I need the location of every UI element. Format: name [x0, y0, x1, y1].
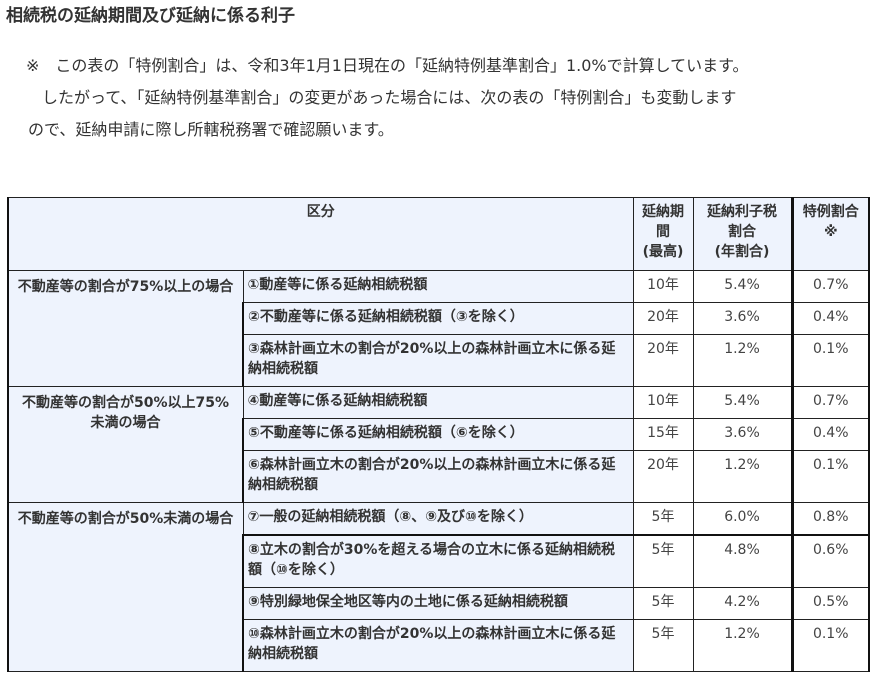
deferral-rate-table: 区分 延納期 間 (最高) 延納利子税 割合 (年割合) 特例割合 ※ 不動産等… — [7, 197, 870, 672]
header-special-line: ※ — [823, 224, 838, 240]
category-cell: 不動産等の割合が50%未満の場合 — [7, 502, 244, 672]
period-cell: 15年 — [632, 418, 694, 451]
special-cell: 0.1% — [790, 334, 870, 387]
period-cell: 5年 — [632, 534, 694, 588]
interest-cell: 1.2% — [692, 334, 793, 387]
header-period-line: 延納期 — [642, 204, 684, 220]
item-cell: ⑩森林計画立木の割合が20%以上の森林計画立木に係る延納相続税額 — [242, 619, 634, 672]
table-header-row: 区分 延納期 間 (最高) 延納利子税 割合 (年割合) 特例割合 ※ — [7, 197, 870, 271]
interest-cell: 4.8% — [692, 534, 793, 588]
interest-cell: 3.6% — [692, 302, 793, 335]
item-cell: ⑧立木の割合が30%を超える場合の立木に係る延納相続税額（⑩を除く） — [242, 534, 634, 588]
period-cell: 5年 — [632, 619, 694, 672]
interest-cell: 1.2% — [692, 450, 793, 503]
item-cell: ②不動産等に係る延納相続税額（③を除く） — [242, 302, 634, 335]
table-row: ⑥森林計画立木の割合が20%以上の森林計画立木に係る延納相続税額 20年 1.2… — [8, 450, 870, 503]
interest-cell: 4.2% — [692, 587, 793, 620]
page-title: 相続税の延納期間及び延納に係る利子 — [6, 6, 295, 26]
note-line-3: ので、延納申請に際し所轄税務署で確認願います。 — [28, 120, 394, 139]
header-special-line: 特例割合 — [802, 204, 859, 220]
period-cell: 20年 — [632, 334, 694, 387]
table-row: ⑤不動産等に係る延納相続税額（⑥を除く） 15年 3.6% 0.4% — [8, 418, 870, 451]
note-line-2: したがって、「延納特例基準割合」の変更があった場合には、次の表の「特例割合」も変… — [42, 88, 737, 107]
interest-cell: 5.4% — [692, 386, 793, 419]
item-cell: ⑨特別緑地保全地区等内の土地に係る延納相続税額 — [242, 587, 634, 620]
header-period: 延納期 間 (最高) — [632, 197, 694, 271]
table-row: 不動産等の割合が50%以上75%未満の場合 ④動産等に係る延納相続税額 10年 … — [7, 386, 870, 503]
header-period-line: 間 — [656, 224, 670, 240]
interest-cell: 1.2% — [692, 619, 793, 672]
period-cell: 5年 — [632, 587, 694, 620]
header-special: 特例割合 ※ — [790, 197, 870, 271]
item-cell: ⑤不動産等に係る延納相続税額（⑥を除く） — [242, 418, 634, 451]
special-cell: 0.8% — [790, 502, 870, 536]
item-cell: ⑥森林計画立木の割合が20%以上の森林計画立木に係る延納相続税額 — [242, 450, 634, 503]
period-cell: 5年 — [632, 502, 694, 536]
interest-cell: 6.0% — [692, 502, 793, 536]
header-interest: 延納利子税 割合 (年割合) — [692, 197, 793, 271]
table-row: ⑧立木の割合が30%を超える場合の立木に係る延納相続税額（⑩を除く） 5年 4.… — [8, 534, 870, 588]
table-row: ③森林計画立木の割合が20%以上の森林計画立木に係る延納相続税額 20年 1.2… — [8, 334, 870, 387]
period-cell: 20年 — [632, 302, 694, 335]
special-cell: 0.7% — [790, 270, 870, 303]
note-line-1: ※ この表の「特例割合」は、令和3年1月1日現在の「延納特例基準割合」1.0%で… — [26, 56, 749, 75]
table-row: ⑨特別緑地保全地区等内の土地に係る延納相続税額 5年 4.2% 0.5% — [8, 587, 870, 620]
header-interest-line: (年割合) — [714, 244, 770, 260]
header-interest-line: 延納利子税 — [707, 204, 777, 220]
special-cell: 0.6% — [790, 534, 870, 588]
item-cell: ③森林計画立木の割合が20%以上の森林計画立木に係る延納相続税額 — [242, 334, 634, 387]
interest-cell: 5.4% — [692, 270, 793, 303]
special-cell: 0.4% — [790, 418, 870, 451]
special-cell: 0.1% — [790, 450, 870, 503]
special-cell: 0.1% — [790, 619, 870, 672]
header-period-line: (最高) — [642, 244, 684, 260]
interest-cell: 3.6% — [692, 418, 793, 451]
period-cell: 10年 — [632, 270, 694, 303]
category-cell: 不動産等の割合が50%以上75%未満の場合 — [7, 386, 244, 503]
category-cell: 不動産等の割合が75%以上の場合 — [7, 270, 244, 387]
period-cell: 20年 — [632, 450, 694, 503]
table-row: 不動産等の割合が50%未満の場合 ⑦一般の延納相続税額（⑧、⑨及び⑩を除く） 5… — [7, 502, 870, 672]
item-cell: ④動産等に係る延納相続税額 — [242, 386, 634, 419]
special-cell: 0.5% — [790, 587, 870, 620]
special-cell: 0.4% — [790, 302, 870, 335]
header-category: 区分 — [7, 197, 634, 271]
table-row: ②不動産等に係る延納相続税額（③を除く） 20年 3.6% 0.4% — [8, 302, 870, 335]
header-interest-line: 割合 — [728, 224, 756, 240]
item-cell: ①動産等に係る延納相続税額 — [242, 270, 634, 303]
rate-note: ※ この表の「特例割合」は、令和3年1月1日現在の「延納特例基準割合」1.0%で… — [6, 50, 866, 146]
special-cell: 0.7% — [790, 386, 870, 419]
item-cell: ⑦一般の延納相続税額（⑧、⑨及び⑩を除く） — [242, 502, 634, 536]
table-row: 不動産等の割合が75%以上の場合 ①動産等に係る延納相続税額 10年 5.4% … — [7, 270, 870, 387]
period-cell: 10年 — [632, 386, 694, 419]
table-row: ⑩森林計画立木の割合が20%以上の森林計画立木に係る延納相続税額 5年 1.2%… — [8, 619, 870, 672]
